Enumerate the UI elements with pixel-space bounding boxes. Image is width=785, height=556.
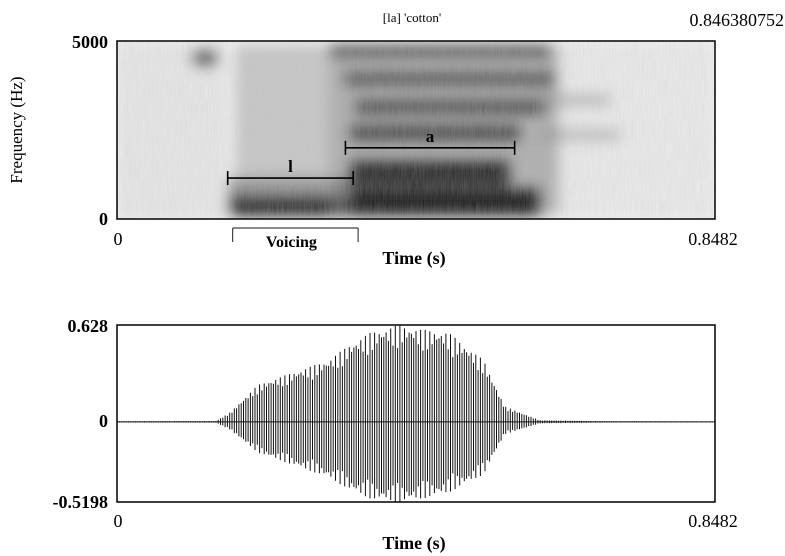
- waveform-x-axis-label: Time (s): [382, 533, 445, 554]
- spectrogram-x-tick-end: 0.8482: [688, 229, 738, 249]
- spectrogram-annotations: l a Voicing: [226, 127, 516, 251]
- waveform-y-tick-top: 0.628: [68, 316, 109, 336]
- spectrogram-frame: [116, 40, 716, 220]
- waveform-trace: [116, 325, 716, 502]
- waveform-y-tick-bottom: -0.5198: [53, 492, 109, 512]
- waveform-x-tick-end: 0.8482: [688, 511, 738, 531]
- waveform-plot: [116, 325, 716, 502]
- waveform-x-tick-start: 0: [114, 511, 123, 531]
- spectrogram-x-tick-start: 0: [114, 229, 123, 249]
- segment-label-1: a: [426, 127, 435, 146]
- waveform-y-tick-zero: 0: [99, 411, 108, 431]
- spectrogram-y-tick-top: 5000: [72, 32, 108, 52]
- segment-label-0: l: [288, 157, 293, 176]
- waveform-frame: [116, 324, 716, 503]
- spectrogram-image: [117, 41, 715, 219]
- spectrogram-top-right-label: 0.846380752: [690, 10, 785, 30]
- spectrogram-y-tick-bottom: 0: [99, 209, 108, 229]
- spectrogram-x-axis-label: Time (s): [382, 248, 445, 269]
- chart-title: [la] 'cotton': [383, 10, 441, 25]
- interval-label-0: Voicing: [266, 234, 317, 251]
- spectrogram-y-axis-label: Frequency (Hz): [7, 76, 26, 183]
